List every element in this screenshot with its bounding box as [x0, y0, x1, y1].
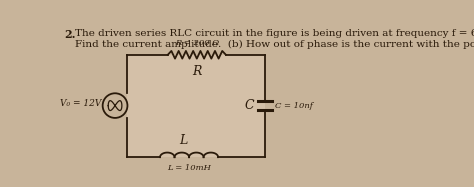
Text: C = 10nf: C = 10nf: [275, 102, 312, 110]
FancyBboxPatch shape: [128, 55, 264, 157]
Text: L = 10mH: L = 10mH: [167, 164, 211, 172]
Text: R: R: [192, 65, 201, 78]
Text: R = 200 Ω: R = 200 Ω: [175, 39, 219, 47]
Text: The driven series RLC circuit in the figure is being driven at frequency f = 60 : The driven series RLC circuit in the fig…: [75, 29, 474, 39]
Text: L: L: [179, 134, 187, 147]
Text: 2.: 2.: [64, 29, 76, 40]
Text: Find the current amplitude.  (b) How out of phase is the current with the potent: Find the current amplitude. (b) How out …: [75, 39, 474, 48]
Text: V₀ = 12V: V₀ = 12V: [60, 99, 101, 108]
Text: C: C: [245, 99, 255, 112]
